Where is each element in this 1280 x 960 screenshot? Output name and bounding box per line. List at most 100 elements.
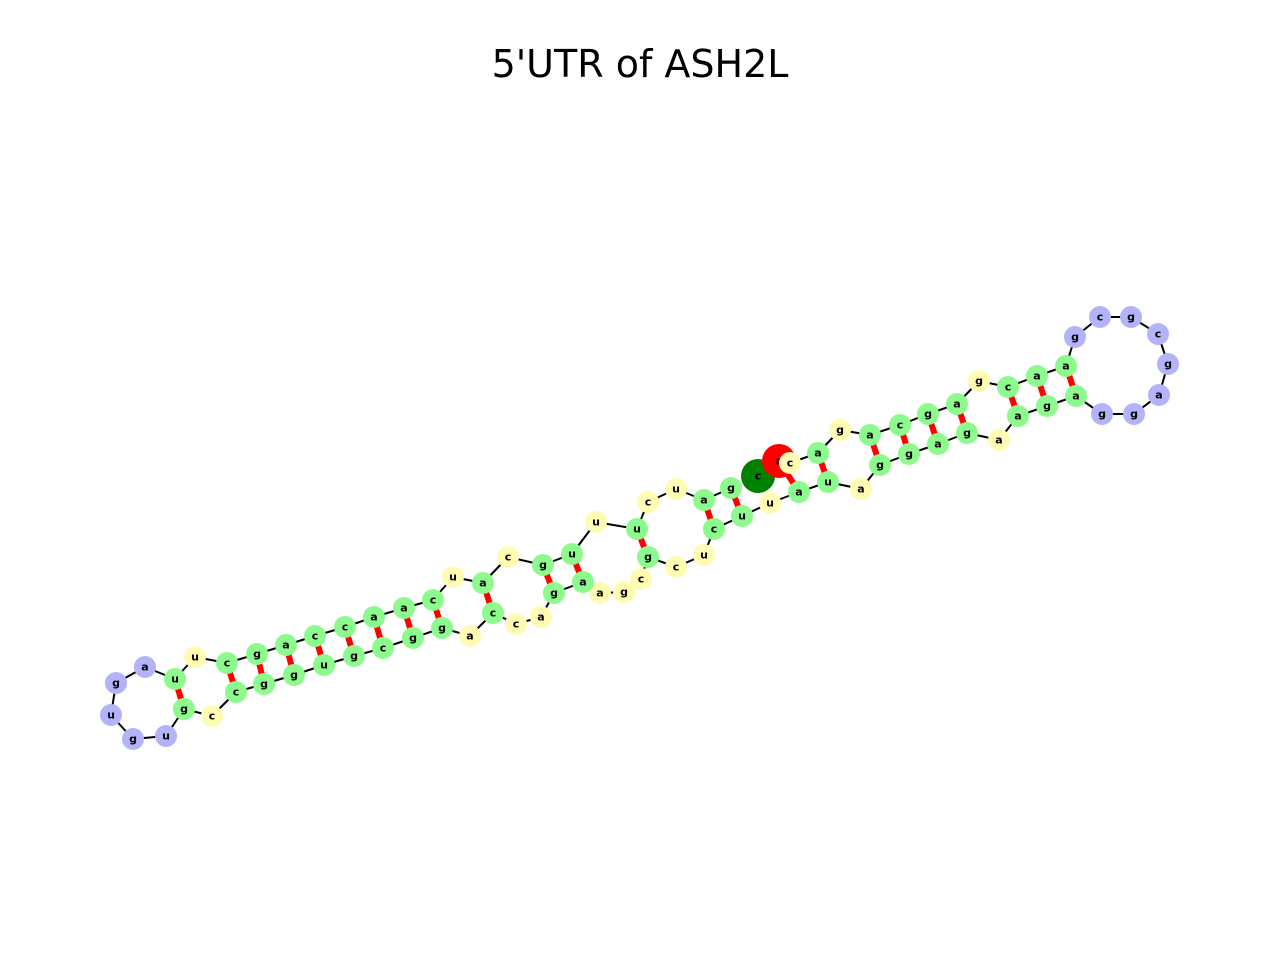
nucleotide-label: a: [795, 486, 802, 499]
nucleotide-label: a: [995, 434, 1002, 447]
nucleotide-label: u: [672, 483, 680, 496]
nucleotide-label: g: [1098, 408, 1106, 421]
nucleotide-node: [898, 443, 920, 465]
nucleotide-node: [626, 518, 648, 540]
nucleotide-node: [561, 543, 583, 565]
nucleotide-node: [472, 572, 494, 594]
nucleotide-label: g: [876, 459, 884, 472]
nucleotide-label: a: [857, 483, 864, 496]
nucleotide-label: c: [897, 419, 904, 432]
nucleotide-node: [253, 673, 275, 695]
nucleotide-label: g: [905, 448, 913, 461]
nucleotide-node: [665, 556, 687, 578]
nucleotide-label: g: [924, 408, 932, 421]
nucleotide-node: [482, 602, 504, 624]
nucleotide-label: a: [370, 611, 377, 624]
nucleotide-node: [363, 606, 385, 628]
nucleotide-node: [201, 705, 223, 727]
nucleotide-label: c: [209, 710, 216, 723]
nucleotide-node: [459, 625, 481, 647]
nucleotide-label: g: [1043, 400, 1051, 413]
nucleotide-label: a: [596, 587, 603, 600]
nucleotide-node: [402, 627, 424, 649]
nucleotide-node: [1089, 306, 1111, 328]
nucleotide-label: c: [787, 457, 794, 470]
nucleotide-node: [134, 656, 156, 678]
nucleotide-node: [1147, 323, 1169, 345]
nucleotide-label: c: [513, 618, 520, 631]
nucleotide-node: [532, 554, 554, 576]
nucleotide-label: g: [290, 669, 298, 682]
nucleotide-node: [807, 442, 829, 464]
nucleotide-node: [630, 568, 652, 590]
nucleotide-node: [530, 606, 552, 628]
nucleotide-node: [216, 652, 238, 674]
nucleotide-label: g: [1127, 311, 1135, 324]
nucleotide-label: a: [479, 577, 486, 590]
nucleotide-node: [497, 546, 519, 568]
nucleotide-node: [100, 704, 122, 726]
nucleotide-label: g: [644, 551, 652, 564]
nucleotide-label: u: [171, 673, 179, 686]
nucleotide-label: a: [282, 639, 289, 652]
nucleotide-node: [1148, 384, 1170, 406]
nucleotide-label: c: [430, 594, 437, 607]
nucleotide-node: [1064, 326, 1086, 348]
nucleotide-node: [173, 698, 195, 720]
nucleotide-label: c: [312, 630, 319, 643]
nucleotide-label: g: [180, 703, 188, 716]
start-marker-label: c: [755, 470, 762, 483]
nucleotide-label: u: [568, 548, 576, 561]
nucleotide-node: [283, 664, 305, 686]
nucleotide-label: a: [934, 438, 941, 451]
nucleotide-node: [817, 471, 839, 493]
nucleotide-node: [122, 728, 144, 750]
nucleotide-node: [275, 634, 297, 656]
nucleotide-node: [1120, 306, 1142, 328]
nucleotide-label: a: [579, 576, 586, 589]
nucleotide-node: [997, 376, 1019, 398]
nucleotide-label: c: [1005, 381, 1012, 394]
nucleotide-node: [779, 452, 801, 474]
nucleotide-label: g: [620, 586, 628, 599]
nucleotide-node: [572, 571, 594, 593]
nucleotide-node: [637, 491, 659, 513]
nucleotide-node: [184, 646, 206, 668]
nucleotide-node: [665, 478, 687, 500]
nucleotide-node: [585, 511, 607, 533]
nucleotide-node: [1123, 403, 1145, 425]
nucleotide-label: u: [191, 651, 199, 664]
nucleotide-node: [759, 492, 781, 514]
nucleotide-label: c: [1097, 311, 1104, 324]
nucleotide-label: c: [233, 686, 240, 699]
nucleotide-label: g: [350, 650, 358, 663]
nucleotide-label: a: [700, 494, 707, 507]
nucleotide-label: u: [320, 659, 328, 672]
nucleotide-node: [693, 544, 715, 566]
nucleotide-label: g: [836, 424, 844, 437]
nucleotide-node: [334, 616, 356, 638]
nucleotide-label: u: [162, 730, 170, 743]
nucleotide-label: g: [438, 622, 446, 635]
nucleotide-label: a: [1014, 410, 1021, 423]
nucleotide-node: [155, 725, 177, 747]
nucleotide-label: c: [490, 607, 497, 620]
nucleotide-label: a: [1155, 389, 1162, 402]
nucleotide-node: [927, 433, 949, 455]
nucleotide-label: a: [537, 611, 544, 624]
nucleotide-label: g: [1130, 408, 1138, 421]
nucleotide-label: a: [866, 429, 873, 442]
nucleotide-node: [917, 403, 939, 425]
nucleotide-node: [505, 613, 527, 635]
nucleotide-label: g: [253, 648, 261, 661]
base-pair-links: [172, 365, 1079, 710]
nucleotide-node: [693, 489, 715, 511]
nucleotide-label: u: [633, 523, 641, 536]
nucleotide-label: a: [1062, 360, 1069, 373]
nucleotide-node: [720, 477, 742, 499]
nucleotide-node: [946, 393, 968, 415]
nucleotide-label: u: [766, 497, 774, 510]
nucleotide-node: [1036, 395, 1058, 417]
